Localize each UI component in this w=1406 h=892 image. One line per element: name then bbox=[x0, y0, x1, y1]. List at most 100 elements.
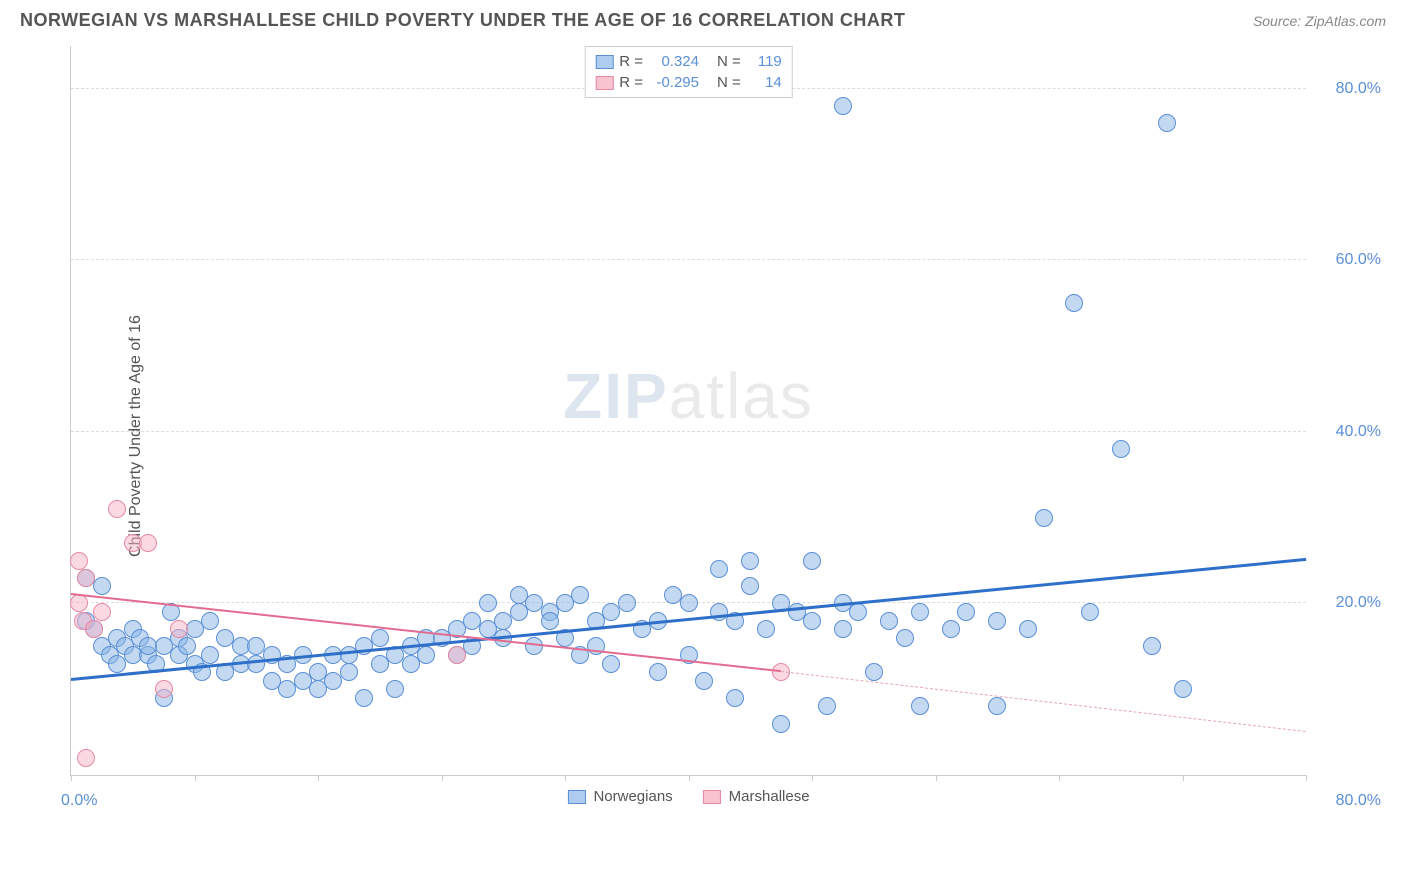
scatter-point-norwegians bbox=[818, 697, 836, 715]
scatter-point-norwegians bbox=[772, 715, 790, 733]
scatter-point-marshallese bbox=[139, 534, 157, 552]
scatter-point-norwegians bbox=[911, 697, 929, 715]
x-tick bbox=[1059, 775, 1060, 781]
scatter-point-norwegians bbox=[1174, 680, 1192, 698]
scatter-point-norwegians bbox=[525, 637, 543, 655]
legend-r-label: R = bbox=[619, 53, 643, 70]
scatter-point-norwegians bbox=[1081, 603, 1099, 621]
series-legend-label: Norwegians bbox=[593, 788, 672, 805]
x-axis-min-label: 0.0% bbox=[61, 792, 97, 810]
legend-n-label: N = bbox=[717, 74, 741, 91]
scatter-point-norwegians bbox=[834, 620, 852, 638]
y-tick-label: 60.0% bbox=[1336, 251, 1381, 269]
scatter-point-norwegians bbox=[602, 655, 620, 673]
scatter-point-norwegians bbox=[803, 552, 821, 570]
scatter-point-marshallese bbox=[170, 620, 188, 638]
scatter-point-norwegians bbox=[649, 663, 667, 681]
x-tick bbox=[1183, 775, 1184, 781]
scatter-point-norwegians bbox=[201, 646, 219, 664]
y-tick-label: 80.0% bbox=[1336, 80, 1381, 98]
scatter-point-norwegians bbox=[834, 97, 852, 115]
y-tick-label: 40.0% bbox=[1336, 423, 1381, 441]
scatter-point-norwegians bbox=[741, 577, 759, 595]
scatter-point-norwegians bbox=[896, 629, 914, 647]
gridline-h bbox=[71, 431, 1306, 432]
scatter-point-norwegians bbox=[178, 637, 196, 655]
scatter-point-norwegians bbox=[571, 586, 589, 604]
chart-title: NORWEGIAN VS MARSHALLESE CHILD POVERTY U… bbox=[20, 10, 905, 31]
scatter-point-norwegians bbox=[1158, 114, 1176, 132]
chart-area: Child Poverty Under the Age of 16 ZIPatl… bbox=[60, 36, 1386, 836]
watermark-zip: ZIP bbox=[563, 360, 669, 432]
correlation-legend-row: R =-0.295N =14 bbox=[595, 72, 782, 93]
x-tick bbox=[812, 775, 813, 781]
scatter-point-norwegians bbox=[340, 663, 358, 681]
watermark: ZIPatlas bbox=[563, 359, 814, 433]
scatter-point-norwegians bbox=[618, 594, 636, 612]
gridline-h bbox=[71, 259, 1306, 260]
scatter-point-norwegians bbox=[849, 603, 867, 621]
legend-r-value: -0.295 bbox=[649, 74, 699, 91]
scatter-point-marshallese bbox=[155, 680, 173, 698]
scatter-point-norwegians bbox=[1112, 440, 1130, 458]
scatter-point-norwegians bbox=[957, 603, 975, 621]
marshallese-trend-dash bbox=[781, 671, 1306, 732]
scatter-point-norwegians bbox=[1035, 509, 1053, 527]
chart-source: Source: ZipAtlas.com bbox=[1253, 13, 1386, 29]
x-tick bbox=[442, 775, 443, 781]
scatter-point-norwegians bbox=[1019, 620, 1037, 638]
legend-swatch bbox=[595, 76, 613, 90]
x-tick bbox=[1306, 775, 1307, 781]
scatter-point-norwegians bbox=[201, 612, 219, 630]
scatter-point-norwegians bbox=[1143, 637, 1161, 655]
scatter-point-marshallese bbox=[448, 646, 466, 664]
scatter-point-marshallese bbox=[93, 603, 111, 621]
x-tick bbox=[689, 775, 690, 781]
scatter-point-marshallese bbox=[70, 552, 88, 570]
scatter-point-norwegians bbox=[386, 680, 404, 698]
series-legend: Norwegians Marshallese bbox=[567, 788, 809, 805]
scatter-point-norwegians bbox=[880, 612, 898, 630]
chart-header: NORWEGIAN VS MARSHALLESE CHILD POVERTY U… bbox=[0, 0, 1406, 36]
legend-swatch bbox=[703, 790, 721, 804]
correlation-legend-row: R = 0.324 N = 119 bbox=[595, 51, 782, 72]
plot-region: ZIPatlas R =0.324N =119R =-0.295N =14 No… bbox=[70, 46, 1306, 776]
scatter-point-marshallese bbox=[85, 620, 103, 638]
scatter-point-norwegians bbox=[541, 612, 559, 630]
scatter-point-norwegians bbox=[417, 646, 435, 664]
legend-r-value: 0.324 bbox=[649, 53, 699, 70]
scatter-point-norwegians bbox=[803, 612, 821, 630]
scatter-point-marshallese bbox=[108, 500, 126, 518]
x-tick bbox=[318, 775, 319, 781]
scatter-point-norwegians bbox=[741, 552, 759, 570]
series-legend-label: Marshallese bbox=[729, 788, 810, 805]
legend-swatch bbox=[567, 790, 585, 804]
x-axis-max-label: 80.0% bbox=[1336, 792, 1381, 810]
scatter-point-norwegians bbox=[726, 689, 744, 707]
scatter-point-marshallese bbox=[77, 569, 95, 587]
scatter-point-norwegians bbox=[988, 612, 1006, 630]
scatter-point-marshallese bbox=[77, 749, 95, 767]
scatter-point-norwegians bbox=[757, 620, 775, 638]
scatter-point-norwegians bbox=[911, 603, 929, 621]
scatter-point-norwegians bbox=[865, 663, 883, 681]
scatter-point-norwegians bbox=[710, 560, 728, 578]
watermark-atlas: atlas bbox=[669, 360, 814, 432]
scatter-point-norwegians bbox=[680, 594, 698, 612]
x-tick bbox=[936, 775, 937, 781]
correlation-legend: R =0.324N =119R =-0.295N =14 bbox=[584, 46, 793, 98]
legend-r-label: R = bbox=[619, 74, 643, 91]
series-legend-item: Marshallese bbox=[703, 788, 810, 805]
legend-swatch bbox=[595, 55, 613, 69]
scatter-point-norwegians bbox=[355, 689, 373, 707]
scatter-point-norwegians bbox=[371, 629, 389, 647]
x-tick bbox=[565, 775, 566, 781]
legend-n-value: 119 bbox=[747, 53, 782, 70]
legend-n-label: N = bbox=[717, 53, 741, 70]
scatter-point-marshallese bbox=[70, 594, 88, 612]
y-tick-label: 20.0% bbox=[1336, 594, 1381, 612]
scatter-point-norwegians bbox=[695, 672, 713, 690]
scatter-point-norwegians bbox=[942, 620, 960, 638]
scatter-point-norwegians bbox=[1065, 294, 1083, 312]
x-tick bbox=[195, 775, 196, 781]
